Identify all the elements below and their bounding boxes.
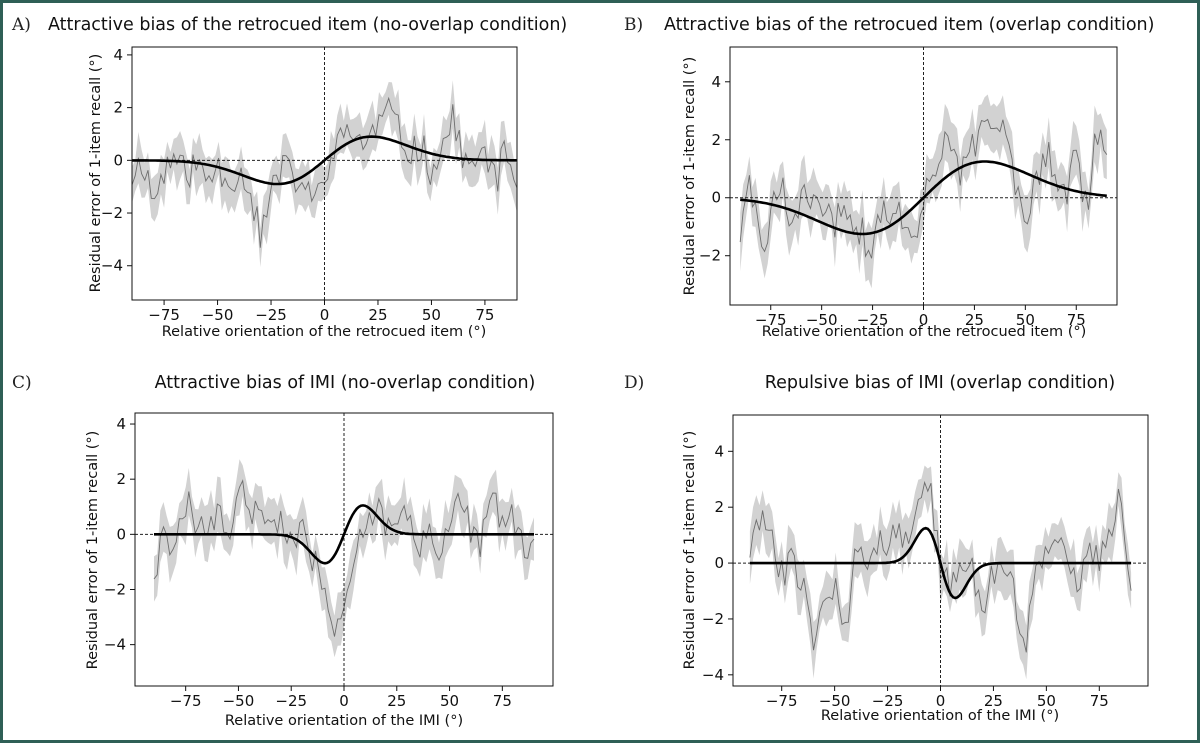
x-tick-label: −50 (202, 306, 234, 324)
x-tick-label: 0 (936, 692, 946, 710)
y-tick-label: −4 (702, 666, 724, 684)
y-tick-label: −2 (699, 247, 721, 265)
x-tick-label: 50 (1016, 311, 1035, 329)
x-tick-label: −50 (223, 692, 255, 710)
panel-letter: B) (624, 15, 643, 35)
y-tick-label: 4 (116, 415, 126, 433)
x-tick-label: 0 (339, 692, 349, 710)
x-axis-label: Relative orientation of the retrocued it… (162, 324, 487, 340)
x-axis-label: Relative orientation of the retrocued it… (762, 324, 1087, 340)
dog-fit-curve (154, 504, 534, 565)
x-axis-label: Relative orientation of the IMI (°) (821, 708, 1059, 724)
y-tick-label: 4 (113, 46, 123, 64)
chart-panel-b: −75 −50 −25 0 25 50 75 −2 0 2 4 B) Attractive bias o… (624, 15, 1154, 340)
x-tick-label: −25 (275, 692, 307, 710)
y-tick-label: 0 (113, 151, 123, 169)
x-tick-label: 25 (984, 692, 1003, 710)
y-tick-label: 2 (116, 470, 126, 488)
panel-letter: D) (624, 373, 644, 393)
x-tick-label: −75 (170, 692, 202, 710)
chart-panel-c: −75 −50 −25 0 25 50 75 −4 −2 0 2 4 C) Attractive bias… (12, 373, 554, 729)
x-tick-label: 75 (1067, 311, 1086, 329)
y-tick-label: −2 (702, 610, 724, 628)
dog-fit-curve (749, 526, 1132, 600)
y-axis-label: Residual error of 1-item recall (°) (85, 431, 101, 670)
dog-fit-curve (740, 160, 1107, 236)
mean-error-line (739, 118, 1108, 259)
y-tick-label: 0 (714, 554, 724, 572)
mean-error-line (153, 479, 535, 637)
x-tick-label: −75 (755, 311, 787, 329)
x-tick-label: 50 (422, 306, 441, 324)
x-tick-label: 50 (440, 692, 459, 710)
x-tick-label: −75 (148, 306, 180, 324)
x-tick-label: 75 (1090, 692, 1109, 710)
x-tick-label: 25 (368, 306, 387, 324)
y-tick-label: 2 (714, 498, 724, 516)
chart-title: Attractive bias of IMI (no-overlap condi… (155, 373, 536, 393)
chart-title: Attractive bias of the retrocued item (o… (664, 15, 1154, 35)
x-tick-label: 75 (475, 306, 494, 324)
y-tick-label: 0 (711, 189, 721, 207)
chart-title: Repulsive bias of IMI (overlap condition… (765, 373, 1116, 393)
x-tick-label: 25 (965, 311, 984, 329)
x-tick-label: 75 (493, 692, 512, 710)
x-tick-label: −25 (872, 692, 904, 710)
y-tick-label: −4 (101, 257, 123, 275)
y-tick-label: −2 (104, 580, 126, 598)
y-tick-label: 0 (116, 525, 126, 543)
chart-panel-d: −75 −50 −25 0 25 50 75 −4 −2 0 2 4 D) Repulsive bias … (624, 373, 1149, 724)
y-tick-label: −2 (101, 204, 123, 222)
x-tick-label: 0 (919, 311, 929, 329)
x-tick-label: 25 (387, 692, 406, 710)
y-tick-label: 2 (113, 99, 123, 117)
y-axis-label: Residual error of 1-item recall (°) (88, 54, 104, 293)
x-tick-label: −25 (857, 311, 889, 329)
x-tick-label: 0 (320, 306, 330, 324)
x-tick-label: −75 (766, 692, 798, 710)
x-tick-label: −50 (806, 311, 838, 329)
y-tick-label: 2 (711, 131, 721, 149)
y-axis-label: Residual error of 1-item recall (°) (682, 431, 698, 670)
mean-error-line (749, 480, 1132, 653)
chart-panel-a: −75 −50 −25 0 25 50 75 −4 −2 0 2 4 A) Attractive bias… (11, 15, 567, 340)
y-tick-label: 4 (714, 442, 724, 460)
x-tick-label: −50 (819, 692, 851, 710)
panel-letter: C) (12, 373, 32, 393)
dog-fit-curve (132, 135, 517, 186)
y-axis-label: Residual error of 1-item recall (°) (682, 57, 698, 296)
sem-band (154, 459, 534, 658)
y-tick-label: −4 (104, 636, 126, 654)
sem-band (740, 94, 1107, 289)
panel-letter: A) (11, 15, 31, 35)
y-tick-label: 4 (711, 73, 721, 91)
x-tick-label: −25 (255, 306, 287, 324)
x-tick-label: 50 (1037, 692, 1056, 710)
chart-title: Attractive bias of the retrocued item (n… (48, 15, 567, 35)
x-axis-label: Relative orientation of the IMI (°) (225, 713, 463, 729)
